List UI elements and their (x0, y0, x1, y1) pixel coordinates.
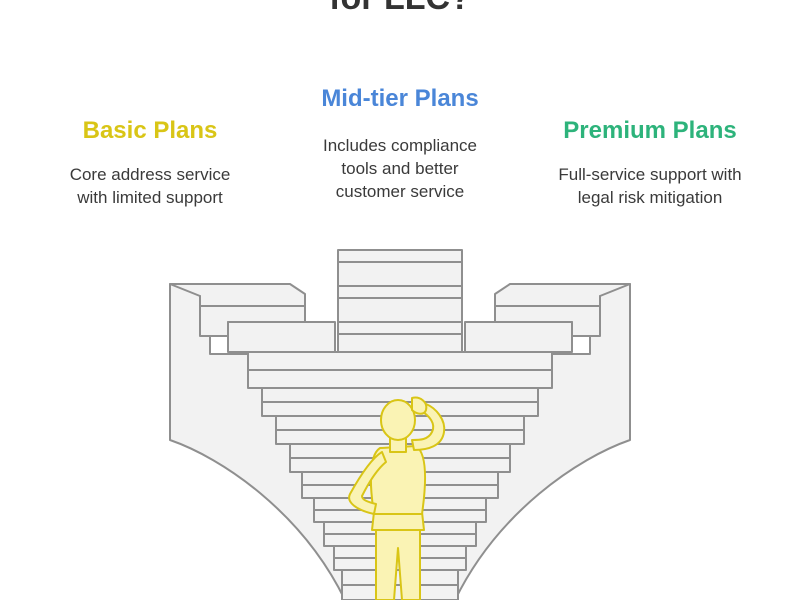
plan-basic-heading: Basic Plans (82, 117, 218, 144)
thinking-person-figure (348, 396, 446, 600)
person-hand-on-head (411, 396, 428, 415)
plan-mid-tier-description-line: tools and better (341, 159, 459, 178)
plan-basic-description-line: with limited support (77, 188, 223, 207)
plan-mid-tier: Mid-tier Plans Includes compliance tools… (285, 84, 515, 203)
plan-basic-description: Core address service with limited suppor… (40, 163, 260, 209)
plan-premium: Premium Plans Full-service support with … (530, 116, 770, 209)
center-tower (337, 249, 463, 353)
person-legs (375, 524, 421, 600)
plan-basic: Basic Plans Core address service with li… (40, 116, 260, 209)
plan-mid-tier-description: Includes compliance tools and better cus… (285, 134, 515, 203)
plan-premium-heading: Premium Plans (563, 117, 737, 144)
page-title: for LLC? (0, 0, 800, 18)
plan-premium-description-line: legal risk mitigation (577, 188, 723, 207)
plan-premium-description: Full-service support with legal risk mit… (530, 163, 770, 209)
plan-mid-tier-heading: Mid-tier Plans (321, 85, 479, 112)
plan-basic-description-line: Core address service (69, 165, 231, 184)
plan-premium-description-line: Full-service support with (558, 165, 742, 184)
plan-mid-tier-description-line: customer service (335, 182, 465, 201)
person-head (380, 399, 416, 441)
left-step (227, 321, 336, 353)
plan-mid-tier-description-line: Includes compliance (322, 136, 478, 155)
right-step (464, 321, 573, 353)
person-arm-on-hip (348, 451, 387, 515)
